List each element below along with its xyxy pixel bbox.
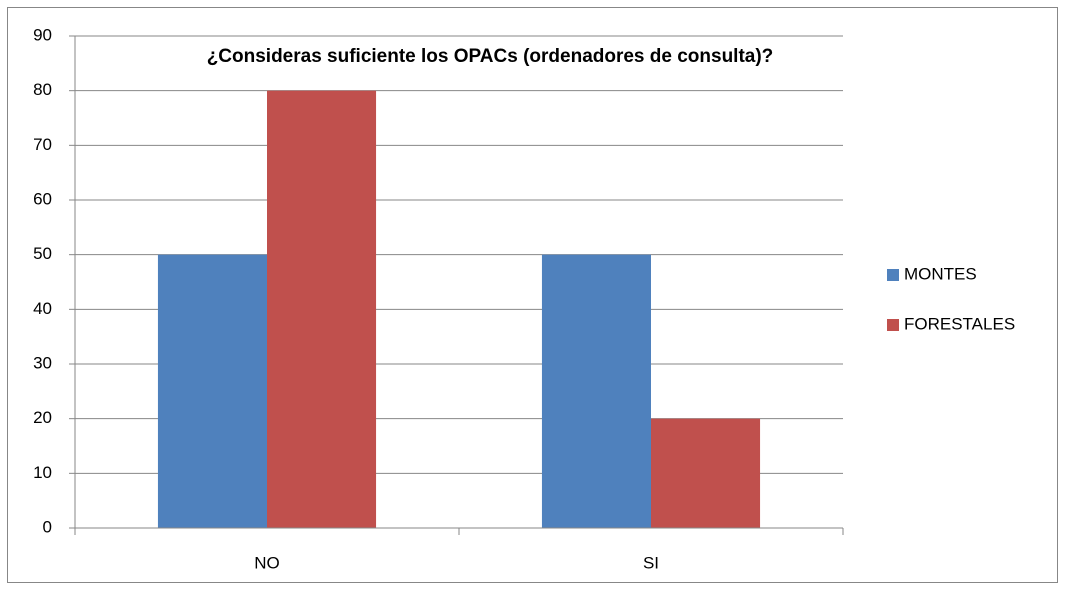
x-tick-label: NO (254, 553, 280, 572)
y-tick-label: 0 (43, 517, 52, 536)
bar (267, 90, 377, 529)
legend-swatch (887, 319, 899, 331)
legend-swatch (887, 269, 899, 281)
bar (651, 418, 761, 528)
bar (157, 254, 267, 528)
y-tick-label: 80 (33, 80, 52, 99)
y-tick-label: 10 (33, 463, 52, 482)
y-tick-label: 60 (33, 189, 52, 208)
y-tick-label: 90 (33, 25, 52, 44)
bar (541, 254, 651, 528)
y-tick-label: 50 (33, 244, 52, 263)
chart-title: ¿Consideras suficiente los OPACs (ordena… (207, 46, 774, 67)
legend-label: MONTES (904, 264, 977, 283)
legend-label: FORESTALES (904, 314, 1015, 333)
y-tick-label: 20 (33, 408, 52, 427)
y-tick-label: 40 (33, 299, 52, 318)
x-tick-label: SI (643, 553, 659, 572)
y-tick-label: 30 (33, 353, 52, 372)
y-tick-label: 70 (33, 135, 52, 154)
